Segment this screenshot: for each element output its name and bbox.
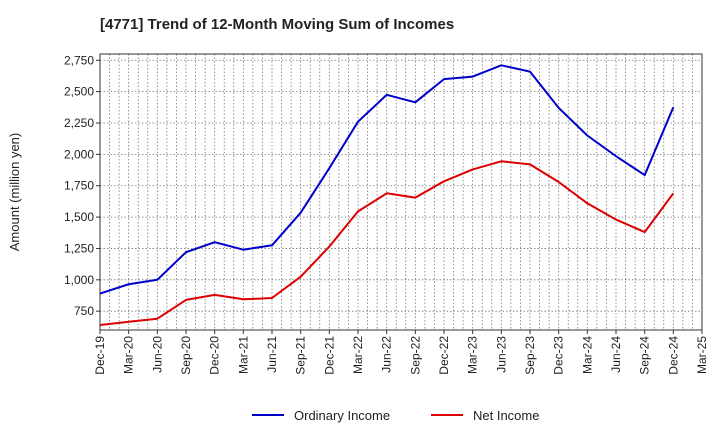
y-tick-label: 1,500: [64, 210, 94, 224]
x-tick-label: Sep-21: [294, 336, 308, 375]
x-tick-label: Dec-21: [322, 336, 336, 375]
y-tick-label: 2,500: [64, 85, 94, 99]
x-tick-label: Jun-22: [380, 336, 394, 373]
y-tick-label: 750: [74, 304, 94, 318]
y-tick-label: 1,000: [64, 273, 94, 287]
x-tick-label: Sep-24: [638, 336, 652, 375]
x-tick-label: Mar-21: [236, 336, 250, 374]
series-lines: [99, 64, 675, 326]
chart-title: [4771] Trend of 12-Month Moving Sum of I…: [100, 16, 455, 33]
x-tick-label: Sep-23: [523, 336, 537, 375]
plot-frame: [99, 53, 703, 331]
x-tick-label: Dec-20: [208, 336, 222, 375]
y-tick-label: 1,250: [64, 241, 94, 255]
legend-label: Ordinary Income: [294, 408, 390, 423]
legend: Ordinary Income Net Income: [252, 408, 539, 423]
y-tick-label: 2,750: [64, 53, 94, 67]
x-tick-label: Mar-25: [695, 336, 709, 374]
x-tick-labels: Dec-19 Mar-20 Jun-20 Sep-20 Dec-20 Mar-21 Jun-…: [93, 330, 709, 375]
x-tick-label: Sep-22: [408, 336, 422, 375]
legend-label: Net Income: [473, 408, 539, 423]
x-tick-label: Mar-22: [351, 336, 365, 374]
x-tick-label: Mar-20: [122, 336, 136, 374]
x-tick-label: Jun-20: [150, 336, 164, 373]
x-tick-label: Jun-23: [494, 336, 508, 373]
plot-area: [100, 54, 702, 330]
x-tick-label: Mar-23: [466, 336, 480, 374]
y-tick-label: 2,000: [64, 147, 94, 161]
x-tick-label: Sep-20: [179, 336, 193, 375]
x-tick-label: Dec-19: [93, 336, 107, 375]
x-tick-label: Dec-23: [552, 336, 566, 375]
x-tick-label: Jun-24: [609, 336, 623, 373]
x-tick-label: Jun-21: [265, 336, 279, 373]
x-tick-label: Mar-24: [580, 336, 594, 374]
x-tick-label: Dec-24: [666, 336, 680, 375]
x-tick-label: Dec-22: [437, 336, 451, 375]
series-line-ordinary-income: [99, 64, 675, 295]
grid-lines: [99, 54, 703, 330]
y-tick-label: 2,250: [64, 116, 94, 130]
series-line-net-income: [99, 160, 675, 326]
plot-background: [100, 54, 702, 330]
y-tick-labels: 750 1,000 1,250 1,500 1,750 2,000 2,250 2,500 2,…: [64, 53, 100, 318]
y-axis-label: Amount (million yen): [7, 133, 22, 252]
y-tick-label: 1,750: [64, 179, 94, 193]
axes: [99, 53, 703, 331]
